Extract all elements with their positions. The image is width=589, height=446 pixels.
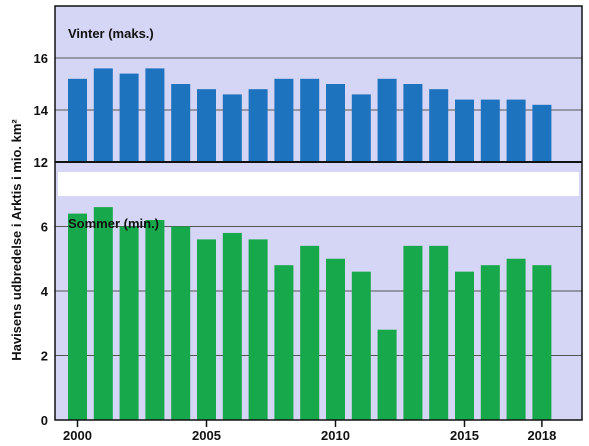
summer-bar-2003 [145, 220, 165, 420]
summer-bar-2015 [455, 271, 474, 420]
summer-bar-2006 [222, 232, 242, 420]
winter-bar-2018 [532, 104, 552, 162]
top-panel-label: Vinter (maks.) [68, 26, 154, 41]
summer-y-tick-label: 0 [41, 413, 48, 428]
winter-bar-2012 [377, 78, 397, 162]
x-tick-label: 2000 [63, 428, 92, 443]
summer-bar-2008 [274, 265, 294, 420]
summer-bar-2012 [377, 329, 397, 420]
summer-bar-2017 [506, 258, 526, 420]
winter-bar-2007 [248, 89, 268, 162]
panel-separator-overlay [58, 172, 579, 196]
winter-bar-2000 [68, 78, 87, 162]
x-tick-label: 2005 [192, 428, 221, 443]
summer-y-tick-label: 6 [41, 220, 48, 235]
summer-bar-2010 [326, 258, 345, 420]
summer-bar-2014 [429, 245, 449, 420]
summer-bar-2007 [248, 239, 268, 420]
summer-bar-2001 [93, 207, 113, 420]
winter-bar-2017 [506, 99, 526, 162]
y-axis-label: Havisens udbredelse i Arktis i mio. km² [9, 119, 24, 361]
summer-bar-2016 [480, 265, 500, 420]
winter-y-tick-label: 16 [34, 51, 48, 66]
summer-bar-2018 [532, 265, 552, 420]
chart-frame [54, 5, 583, 421]
summer-bar-2000 [68, 213, 87, 420]
winter-bar-2015 [455, 99, 474, 162]
x-tick-label: 2010 [321, 428, 350, 443]
summer-bar-2004 [171, 226, 191, 420]
summer-bar-2013 [403, 245, 423, 420]
winter-y-tick-label: 12 [34, 155, 48, 170]
winter-bar-2006 [222, 94, 242, 162]
winter-bar-2008 [274, 78, 294, 162]
winter-bar-2004 [171, 84, 191, 162]
winter-bar-2005 [197, 89, 216, 162]
winter-bar-2014 [429, 89, 449, 162]
winter-bar-2003 [145, 68, 165, 162]
summer-bar-2002 [119, 226, 139, 420]
summer-bar-2005 [197, 239, 216, 420]
winter-y-tick-label: 14 [34, 103, 49, 118]
winter-bar-2011 [351, 94, 371, 162]
winter-bar-2010 [326, 84, 345, 162]
winter-bar-2001 [93, 68, 113, 162]
bottom-panel-label: Sommer (min.) [68, 216, 159, 231]
summer-bar-2009 [300, 245, 320, 420]
summer-y-tick-label: 4 [41, 284, 49, 299]
summer-y-tick-label: 2 [41, 349, 48, 364]
winter-bar-2013 [403, 84, 423, 162]
winter-bar-2002 [119, 73, 139, 162]
summer-bar-2011 [351, 271, 371, 420]
winter-bar-2009 [300, 78, 320, 162]
winter-bar-2016 [480, 99, 500, 162]
x-tick-label: 2015 [450, 428, 479, 443]
x-tick-label: 2018 [527, 428, 556, 443]
